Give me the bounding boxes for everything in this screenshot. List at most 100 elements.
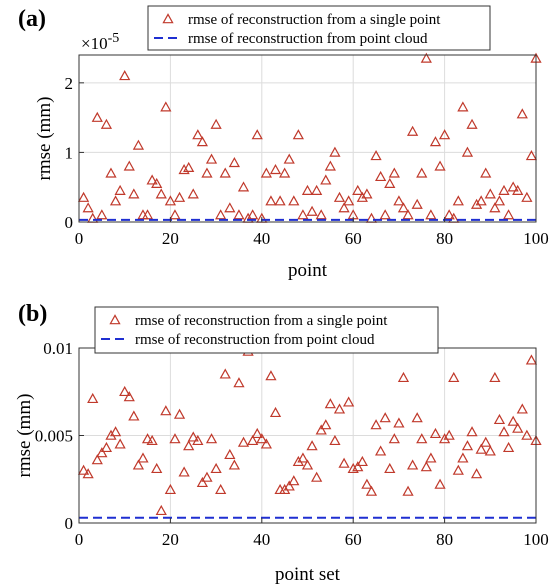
data-point-triangle — [169, 209, 181, 220]
data-point-triangle — [306, 440, 318, 451]
data-point-triangle — [256, 433, 268, 444]
x-tick-label: 20 — [162, 229, 179, 248]
data-point-triangle — [452, 464, 464, 475]
data-point-triangle — [288, 195, 300, 206]
data-point-triangle — [219, 167, 231, 178]
data-point-triangle — [91, 111, 103, 122]
data-point-triangle — [105, 429, 117, 440]
data-point-triangle — [384, 177, 396, 189]
data-point-triangle — [379, 209, 391, 220]
y-exponent-label: ×10-5 — [81, 31, 119, 53]
legend-entry-label: rmse of reconstruction from point cloud — [188, 31, 428, 47]
data-point-triangle — [128, 410, 140, 421]
data-point-triangle — [151, 462, 163, 474]
data-point-triangle — [224, 448, 236, 460]
data-point-triangle — [160, 405, 172, 416]
data-point-triangle — [489, 371, 501, 383]
legend-entry-label: rmse of reconstruction from a single poi… — [188, 12, 441, 28]
data-point-triangle — [411, 198, 423, 209]
data-point-triangle — [201, 471, 213, 482]
panel-label: (a) — [18, 6, 46, 32]
data-point-triangle — [119, 385, 131, 397]
data-point-triangle — [114, 438, 126, 449]
legend-entry-label: rmse of reconstruction from a single poi… — [135, 313, 388, 329]
data-point-triangle — [375, 170, 387, 182]
data-point-triangle — [480, 167, 492, 178]
data-point-triangle — [77, 191, 90, 202]
x-tick-label: 40 — [253, 530, 270, 549]
data-point-triangle — [356, 191, 368, 202]
data-point-triangle — [215, 209, 227, 220]
axes-frame — [78, 54, 537, 223]
data-point-triangle — [502, 441, 515, 453]
data-point-triangle — [480, 436, 492, 447]
data-point-triangle — [178, 466, 190, 477]
data-point-triangle — [311, 471, 323, 482]
data-point-triangle — [438, 129, 451, 140]
data-point-triangle — [301, 184, 314, 195]
data-point-triangle — [201, 167, 213, 178]
data-point-triangle — [160, 101, 172, 112]
data-point-triangle — [228, 157, 240, 168]
y-tick-label: 0 — [65, 213, 74, 232]
data-point-triangle — [251, 129, 263, 140]
data-point-triangle — [100, 441, 113, 453]
data-point-triangle — [502, 209, 515, 220]
data-point-triangle — [224, 202, 236, 213]
data-point-triangle — [260, 438, 272, 449]
data-point-triangle — [388, 167, 400, 178]
data-point-triangle — [475, 443, 487, 454]
data-point-triangle — [311, 184, 323, 195]
legend: rmse of reconstruction from a single poi… — [94, 306, 439, 354]
data-point-triangle — [343, 195, 355, 206]
data-point-triangle — [356, 455, 368, 467]
data-point-triangle — [315, 209, 327, 220]
x-tick-label: 40 — [253, 229, 270, 248]
data-point-triangle — [333, 403, 346, 414]
data-point-triangle — [466, 426, 478, 437]
data-point-triangle — [507, 415, 519, 426]
data-point-triangle — [279, 167, 291, 178]
data-point-triangle — [438, 433, 451, 444]
data-point-triangle — [443, 429, 455, 440]
data-point-triangle — [347, 462, 359, 474]
data-point-triangle — [521, 429, 533, 440]
data-point-triangle — [402, 485, 414, 496]
data-point-triangle — [297, 452, 309, 463]
data-point-triangle — [210, 118, 222, 129]
data-point-triangle — [96, 209, 108, 220]
data-point-triangle — [379, 412, 391, 423]
data-point-triangle — [77, 464, 90, 475]
data-point-triangle — [397, 202, 410, 213]
x-tick-label: 100 — [523, 530, 549, 549]
data-point-triangle — [516, 403, 528, 414]
data-point-triangle — [105, 167, 117, 178]
data-point-triangle — [169, 433, 181, 444]
data-point-triangle — [173, 191, 186, 202]
data-point-triangle — [429, 136, 442, 147]
data-point-triangle — [128, 188, 140, 199]
legend-box — [94, 306, 439, 354]
data-point-triangle — [146, 174, 158, 185]
data-point-triangle — [315, 424, 327, 435]
data-point-triangle — [402, 209, 414, 220]
data-point-triangle — [338, 202, 350, 213]
data-point-triangle — [146, 434, 158, 446]
x-tick-label: 20 — [162, 530, 179, 549]
data-point-triangle — [141, 433, 154, 444]
data-point-triangle — [525, 354, 538, 365]
data-point-triangle — [457, 452, 469, 463]
data-point-triangle — [274, 195, 286, 206]
data-point-triangle — [233, 377, 245, 388]
data-point-triangle — [251, 427, 263, 439]
panel-label: (b) — [18, 301, 47, 327]
data-point-triangle — [205, 153, 218, 164]
data-point-triangle — [329, 434, 341, 446]
data-point-triangle — [210, 462, 222, 474]
x-tick-label: 60 — [345, 229, 362, 248]
data-point-triangle — [269, 406, 282, 418]
y-tick-label: 0 — [65, 514, 74, 533]
data-point-triangle — [370, 419, 382, 430]
data-point-triangle — [187, 431, 199, 442]
